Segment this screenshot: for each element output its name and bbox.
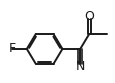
- Text: O: O: [83, 10, 93, 23]
- Text: F: F: [9, 42, 16, 55]
- Text: N: N: [75, 60, 84, 73]
